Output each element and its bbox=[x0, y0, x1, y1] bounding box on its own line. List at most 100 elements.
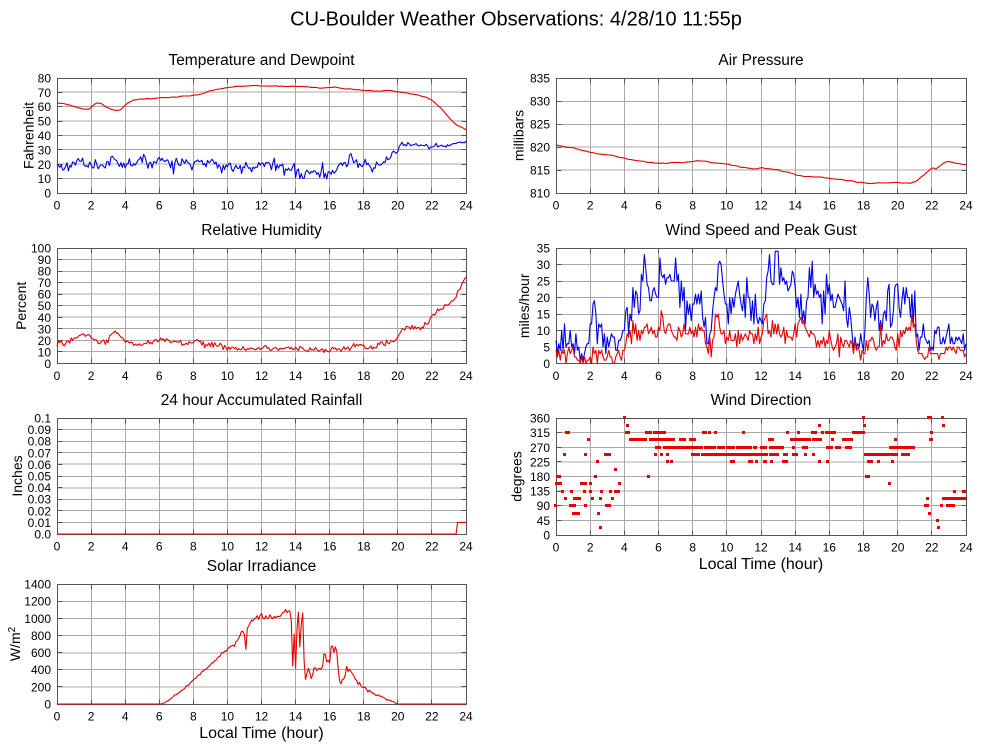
svg-text:4: 4 bbox=[122, 540, 129, 554]
svg-text:22: 22 bbox=[425, 199, 439, 213]
svg-text:0.02: 0.02 bbox=[28, 504, 52, 518]
svg-text:90: 90 bbox=[537, 499, 551, 513]
svg-text:12: 12 bbox=[255, 710, 269, 724]
svg-text:820: 820 bbox=[530, 141, 550, 155]
svg-text:40: 40 bbox=[38, 129, 52, 143]
svg-text:80: 80 bbox=[38, 265, 52, 279]
svg-text:miles/hour: miles/hour bbox=[516, 273, 532, 338]
svg-text:0.03: 0.03 bbox=[28, 493, 52, 507]
svg-text:0: 0 bbox=[44, 187, 51, 201]
svg-text:12: 12 bbox=[754, 199, 768, 213]
svg-text:60: 60 bbox=[38, 288, 52, 302]
svg-text:2: 2 bbox=[88, 199, 95, 213]
svg-text:0: 0 bbox=[553, 541, 560, 555]
svg-text:835: 835 bbox=[530, 72, 550, 86]
svg-text:8: 8 bbox=[190, 540, 197, 554]
svg-text:800: 800 bbox=[31, 629, 51, 643]
svg-text:22: 22 bbox=[925, 541, 939, 555]
svg-text:6: 6 bbox=[156, 369, 163, 383]
svg-text:2: 2 bbox=[587, 199, 594, 213]
svg-text:0: 0 bbox=[553, 369, 560, 383]
svg-text:Relative Humidity: Relative Humidity bbox=[201, 222, 322, 239]
svg-text:180: 180 bbox=[530, 470, 550, 484]
svg-text:815: 815 bbox=[530, 164, 550, 178]
svg-text:5: 5 bbox=[543, 341, 550, 355]
svg-text:12: 12 bbox=[754, 541, 768, 555]
svg-text:70: 70 bbox=[38, 86, 52, 100]
svg-text:80: 80 bbox=[38, 72, 52, 86]
svg-text:millibars: millibars bbox=[511, 110, 527, 161]
svg-text:6: 6 bbox=[655, 369, 662, 383]
svg-text:24: 24 bbox=[459, 199, 473, 213]
svg-text:0.05: 0.05 bbox=[28, 470, 52, 484]
svg-text:12: 12 bbox=[255, 369, 269, 383]
svg-text:Solar Irradiance: Solar Irradiance bbox=[207, 558, 316, 575]
svg-text:830: 830 bbox=[530, 95, 550, 109]
svg-text:20: 20 bbox=[891, 199, 905, 213]
svg-text:4: 4 bbox=[621, 541, 628, 555]
svg-text:16: 16 bbox=[823, 199, 837, 213]
svg-text:0: 0 bbox=[543, 529, 550, 543]
svg-text:4: 4 bbox=[122, 369, 129, 383]
svg-text:35: 35 bbox=[537, 242, 551, 256]
svg-text:0.06: 0.06 bbox=[28, 458, 52, 472]
svg-text:8: 8 bbox=[689, 541, 696, 555]
svg-text:360: 360 bbox=[530, 412, 550, 426]
svg-text:20: 20 bbox=[38, 334, 52, 348]
svg-text:20: 20 bbox=[391, 540, 405, 554]
svg-text:315: 315 bbox=[530, 426, 550, 440]
svg-text:20: 20 bbox=[891, 369, 905, 383]
svg-text:0: 0 bbox=[54, 199, 61, 213]
svg-text:4: 4 bbox=[122, 199, 129, 213]
svg-text:6: 6 bbox=[156, 199, 163, 213]
svg-text:6: 6 bbox=[156, 540, 163, 554]
svg-text:Air Pressure: Air Pressure bbox=[718, 52, 803, 69]
svg-text:22: 22 bbox=[425, 369, 439, 383]
svg-text:15: 15 bbox=[537, 308, 551, 322]
svg-text:Percent: Percent bbox=[13, 282, 29, 330]
svg-text:8: 8 bbox=[689, 369, 696, 383]
svg-text:Local Time (hour): Local Time (hour) bbox=[199, 725, 324, 742]
svg-text:6: 6 bbox=[156, 710, 163, 724]
svg-text:60: 60 bbox=[38, 100, 52, 114]
svg-text:0.01: 0.01 bbox=[28, 516, 52, 530]
svg-text:14: 14 bbox=[289, 540, 303, 554]
svg-text:24: 24 bbox=[959, 369, 973, 383]
svg-text:8: 8 bbox=[190, 369, 197, 383]
svg-text:16: 16 bbox=[323, 540, 337, 554]
svg-text:20: 20 bbox=[391, 369, 405, 383]
svg-text:Wind Direction: Wind Direction bbox=[711, 392, 812, 409]
svg-text:degrees: degrees bbox=[509, 451, 525, 502]
svg-text:8: 8 bbox=[190, 199, 197, 213]
svg-text:10: 10 bbox=[221, 369, 235, 383]
svg-text:135: 135 bbox=[530, 485, 550, 499]
svg-text:40: 40 bbox=[38, 311, 52, 325]
svg-text:16: 16 bbox=[323, 369, 337, 383]
svg-text:24: 24 bbox=[459, 540, 473, 554]
svg-text:14: 14 bbox=[789, 541, 803, 555]
svg-text:CU-Boulder Weather Observation: CU-Boulder Weather Observations: 4/28/10… bbox=[290, 9, 742, 31]
svg-text:16: 16 bbox=[323, 199, 337, 213]
svg-text:10: 10 bbox=[221, 199, 235, 213]
svg-text:0.04: 0.04 bbox=[28, 481, 52, 495]
svg-text:10: 10 bbox=[720, 541, 734, 555]
svg-text:2: 2 bbox=[88, 369, 95, 383]
svg-text:14: 14 bbox=[289, 369, 303, 383]
svg-text:10: 10 bbox=[221, 540, 235, 554]
svg-text:10: 10 bbox=[720, 369, 734, 383]
svg-text:10: 10 bbox=[38, 345, 52, 359]
svg-text:Temperature and Dewpoint: Temperature and Dewpoint bbox=[168, 52, 355, 69]
svg-text:0.09: 0.09 bbox=[28, 423, 52, 437]
svg-text:12: 12 bbox=[255, 199, 269, 213]
svg-text:20: 20 bbox=[891, 541, 905, 555]
svg-text:0: 0 bbox=[54, 540, 61, 554]
svg-text:Inches: Inches bbox=[9, 455, 25, 496]
svg-text:825: 825 bbox=[530, 118, 550, 132]
svg-text:270: 270 bbox=[530, 441, 550, 455]
svg-text:100: 100 bbox=[31, 242, 51, 256]
svg-text:30: 30 bbox=[38, 143, 52, 157]
svg-text:16: 16 bbox=[823, 369, 837, 383]
svg-text:10: 10 bbox=[221, 710, 235, 724]
svg-text:20: 20 bbox=[38, 158, 52, 172]
svg-text:24: 24 bbox=[959, 199, 973, 213]
